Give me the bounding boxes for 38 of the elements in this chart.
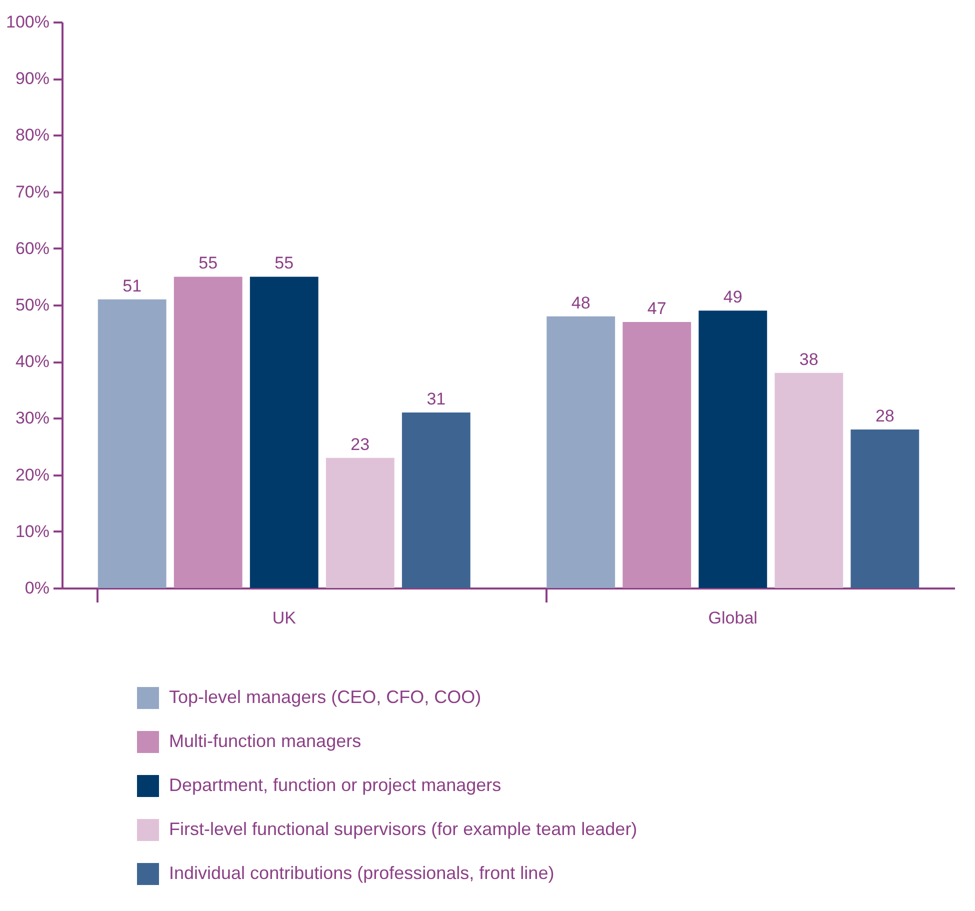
legend-label: Top-level managers (CEO, CFO, COO) xyxy=(169,687,482,707)
data-label: 51 xyxy=(122,276,142,296)
y-tick-label: 0% xyxy=(24,578,50,598)
legend-label: Department, function or project managers xyxy=(169,775,502,795)
y-tick-label: 40% xyxy=(15,352,50,372)
x-tick-label: Global xyxy=(708,608,758,628)
data-label: 23 xyxy=(350,434,370,454)
legend-label: Multi-function managers xyxy=(169,731,362,751)
data-label: 49 xyxy=(723,288,742,307)
legend-label: First-level functional supervisors (for example team leader) xyxy=(169,819,638,839)
y-tick-label: 70% xyxy=(15,182,50,202)
data-label: 55 xyxy=(198,254,218,273)
y-tick-label: 50% xyxy=(15,296,50,314)
y-tick-label: 60% xyxy=(15,238,50,258)
y-tick-label: 90% xyxy=(15,69,50,88)
y-tick-label: 10% xyxy=(15,522,50,541)
y-tick-label: 30% xyxy=(15,408,50,428)
bar xyxy=(774,372,844,588)
bar xyxy=(326,458,394,588)
data-label: 47 xyxy=(647,298,666,318)
bar xyxy=(98,299,166,588)
bar xyxy=(402,412,470,588)
bar xyxy=(174,276,242,588)
data-label: 28 xyxy=(875,406,894,426)
x-tick-label: UK xyxy=(272,608,297,628)
y-tick-label: 20% xyxy=(15,465,50,484)
bar xyxy=(850,430,920,588)
bar xyxy=(546,316,616,588)
y-tick-label: 80% xyxy=(15,126,50,145)
data-label: 55 xyxy=(274,254,294,273)
y-tick-label: 100% xyxy=(6,12,50,32)
data-label: 38 xyxy=(799,350,818,369)
bar xyxy=(698,310,768,588)
bar xyxy=(622,322,692,588)
data-label: 48 xyxy=(571,293,590,312)
legend-label: Individual contributions (professionals, front line) xyxy=(169,863,554,883)
data-label: 31 xyxy=(426,390,446,409)
bar xyxy=(250,276,318,588)
